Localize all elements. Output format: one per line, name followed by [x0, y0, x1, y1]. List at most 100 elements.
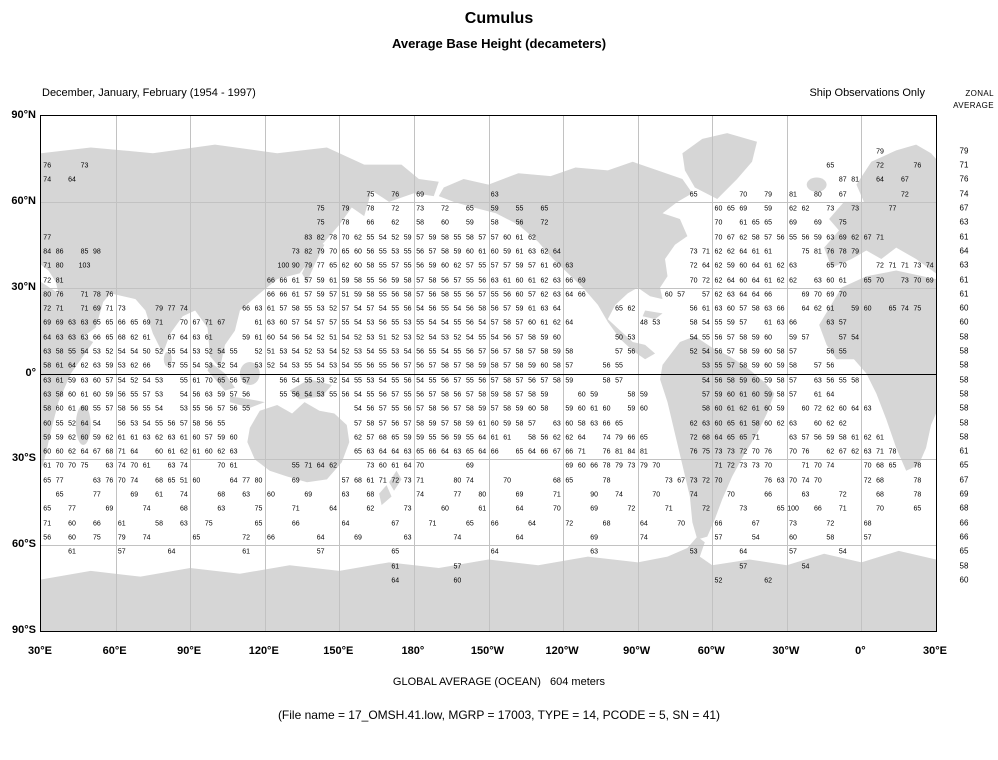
grid-value: 55	[714, 319, 723, 327]
grid-value: 58	[552, 377, 561, 385]
grid-value: 60	[441, 219, 449, 227]
grid-value: 71	[714, 462, 723, 470]
grid-value: 100	[787, 505, 799, 513]
grid-value: 65	[167, 477, 176, 485]
grid-value: 55	[354, 377, 362, 385]
grid-value: 54	[329, 348, 338, 356]
grid-value: 65	[689, 191, 698, 199]
grid-value: 55	[341, 319, 350, 327]
grid-value: 58	[577, 420, 586, 428]
grid-value: 57	[677, 291, 686, 299]
grid-value: 53	[702, 362, 710, 370]
grid-value: 56	[441, 434, 449, 442]
grid-value: 61	[503, 277, 512, 284]
grid-value: 64	[378, 448, 387, 456]
grid-value: 56	[602, 362, 611, 370]
grid-value: 53	[155, 391, 163, 399]
grid-value: 70	[117, 477, 126, 485]
grid-value: 60	[267, 491, 275, 499]
grid-value: 56	[428, 305, 437, 313]
grid-value: 70	[714, 234, 723, 242]
grid-value: 68	[876, 462, 884, 470]
grid-value: 63	[776, 319, 785, 327]
grid-value: 63	[80, 377, 89, 385]
grid-value: 52	[304, 348, 313, 356]
grid-value: 75	[702, 448, 710, 456]
grid-value: 60	[838, 405, 847, 413]
grid-value: 63	[167, 462, 176, 470]
grid-value: 63	[789, 262, 797, 270]
grid-value: 52	[416, 334, 425, 342]
lon-axis-label: 60°W	[697, 645, 725, 657]
grid-value: 65	[888, 305, 897, 313]
grid-value: 63	[552, 291, 561, 299]
grid-value: 64	[316, 534, 325, 542]
grid-value: 57	[105, 377, 114, 385]
grid-value: 60	[354, 262, 362, 270]
grid-value: 73	[714, 448, 723, 456]
grid-value: 59	[354, 291, 362, 299]
grid-value: 73	[739, 462, 748, 470]
grid-value: 58	[515, 348, 524, 356]
grid-value: 61	[68, 405, 76, 413]
grid-value: 77	[316, 262, 325, 270]
grid-value: 69	[515, 491, 524, 499]
grid-value: 90	[291, 262, 300, 270]
grid-value: 57	[478, 291, 487, 299]
grid-value: 51	[329, 334, 338, 342]
grid-value: 60	[453, 577, 462, 585]
grid-value: 65	[515, 448, 524, 456]
grid-value: 67	[391, 520, 400, 528]
grid-value: 70	[68, 462, 76, 470]
file-info-label: (File name = 17_OMSH.41.low, MGRP = 1700…	[277, 708, 721, 722]
grid-value: 52	[391, 234, 400, 242]
grid-value: 58	[465, 362, 474, 370]
grid-value: 72	[876, 162, 884, 170]
grid-value: 65	[615, 420, 623, 428]
grid-value: 55	[478, 262, 487, 270]
grid-value: 60	[267, 334, 275, 342]
grid-value: 70	[913, 277, 922, 284]
grid-value: 57	[142, 391, 151, 399]
grid-value: 53	[652, 319, 661, 327]
grid-value: 62	[826, 420, 835, 428]
grid-value: 56	[465, 305, 474, 313]
grid-value: 59	[590, 391, 599, 399]
grid-value: 53	[155, 377, 163, 385]
grid-value: 52	[714, 577, 723, 585]
grid-value: 54	[702, 348, 710, 356]
grid-value: 60	[764, 334, 773, 342]
grid-value: 62	[739, 234, 748, 242]
grid-value: 61	[764, 277, 773, 284]
grid-value: 63	[826, 319, 835, 327]
grid-value: 56	[391, 362, 400, 370]
grid-value: 71	[577, 448, 586, 456]
grid-value: 59	[726, 262, 735, 270]
grid-value: 61	[391, 563, 400, 571]
grid-value: 71	[291, 505, 300, 513]
grid-value: 86	[55, 248, 64, 256]
grid-value: 74	[615, 491, 623, 499]
grid-value: 70	[814, 462, 822, 470]
grid-value: 62	[329, 462, 338, 470]
grid-value: 55	[291, 462, 300, 470]
lat-axis-label: 90°N	[11, 109, 36, 121]
grid-value: 61	[130, 434, 139, 442]
grid-value: 63	[764, 305, 773, 313]
grid-value: 56	[490, 305, 499, 313]
grid-value: 76	[105, 477, 114, 485]
grid-value: 74	[465, 477, 474, 485]
grid-value: 58	[478, 305, 487, 313]
grid-value: 60	[602, 405, 611, 413]
grid-value: 69	[291, 477, 300, 485]
grid-value: 60	[528, 405, 536, 413]
grid-value: 58	[528, 391, 536, 399]
grid-value: 64	[552, 305, 561, 313]
grid-value: 54	[229, 362, 238, 370]
grid-value: 71	[378, 477, 387, 485]
grid-value: 54	[354, 305, 362, 313]
grid-value: 66	[490, 448, 499, 456]
grid-value: 57	[279, 305, 288, 313]
zonal-average-value: 61	[959, 289, 969, 299]
zonal-average-value: 58	[959, 389, 969, 399]
